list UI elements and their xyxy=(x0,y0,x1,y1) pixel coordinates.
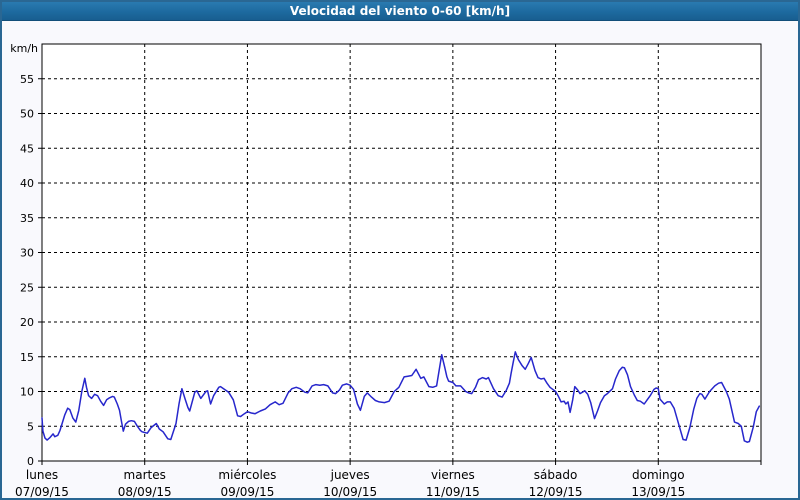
plot-background xyxy=(42,44,761,461)
day-date-label: 07/09/15 xyxy=(15,485,69,498)
plot-border xyxy=(41,43,762,462)
y-tick-label: 40 xyxy=(20,177,34,190)
day-name-label: miércoles xyxy=(218,468,276,482)
day-name-label: sábado xyxy=(534,468,578,482)
chart-area: 0 5 10 15 20 25 30 35 40 45 50 55 lunes 07/09/15 marte… xyxy=(2,21,798,498)
day-name-label: domingo xyxy=(632,468,685,482)
y-tick-label: 0 xyxy=(27,455,34,468)
wind-speed-line-chart: 0 5 10 15 20 25 30 35 40 45 50 55 lunes 07/09/15 marte… xyxy=(10,42,762,498)
day-date-label: 09/09/15 xyxy=(220,485,274,498)
y-tick-label: 5 xyxy=(27,420,34,433)
day-date-label: 11/09/15 xyxy=(426,485,480,498)
day-date-label: 10/09/15 xyxy=(323,485,377,498)
y-tick-label: 50 xyxy=(20,108,34,121)
y-tick-label: 10 xyxy=(20,386,34,399)
day-name-label: jueves xyxy=(330,468,370,482)
y-axis-unit-label: km/h xyxy=(10,42,38,55)
y-tick-label: 25 xyxy=(20,281,34,294)
day-name-label: martes xyxy=(124,468,166,482)
chart-title-bar: Velocidad del viento 0-60 [km/h] xyxy=(2,2,798,21)
day-date-label: 13/09/15 xyxy=(631,485,685,498)
day-date-label: 12/09/15 xyxy=(529,485,583,498)
day-name-label: lunes xyxy=(26,468,58,482)
day-name-label: viernes xyxy=(431,468,475,482)
y-tick-label: 20 xyxy=(20,316,34,329)
y-tick-label: 55 xyxy=(20,73,34,86)
day-date-label: 08/09/15 xyxy=(118,485,172,498)
y-tick-label: 30 xyxy=(20,247,34,260)
wind-speed-series xyxy=(41,351,761,443)
y-tick-label: 45 xyxy=(20,142,34,155)
y-tick-label: 15 xyxy=(20,351,34,364)
y-tick-label: 35 xyxy=(20,212,34,225)
chart-title: Velocidad del viento 0-60 [km/h] xyxy=(289,4,511,18)
